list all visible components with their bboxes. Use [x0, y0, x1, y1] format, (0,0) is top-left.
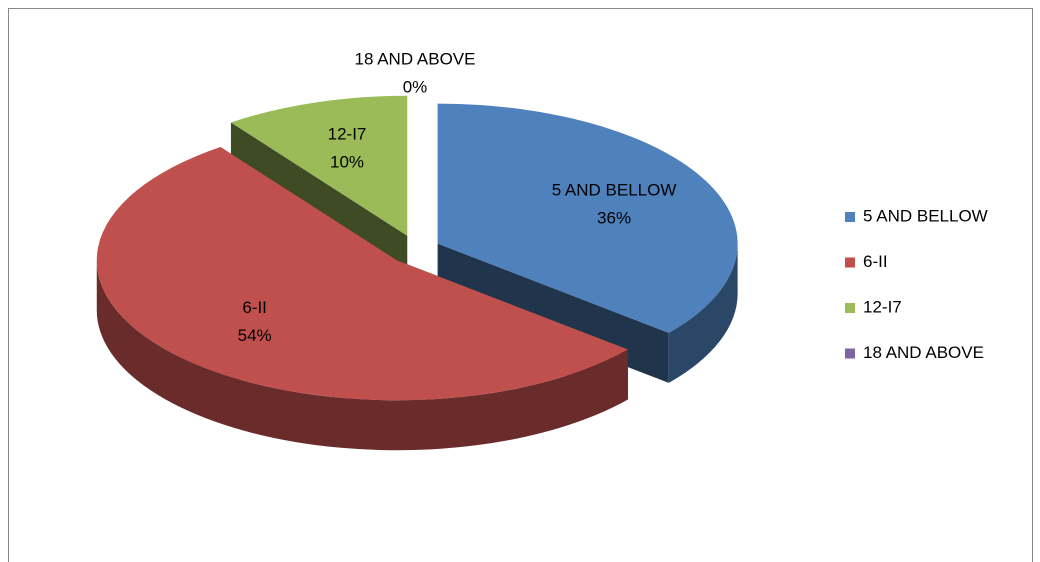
- data-label-name: 18 AND ABOVE: [355, 49, 476, 68]
- data-label-value: 36%: [597, 208, 631, 227]
- data-label-name: 12-I7: [328, 125, 367, 144]
- data-label-value: 10%: [330, 153, 364, 172]
- slice: [96, 147, 628, 401]
- legend-swatch: [845, 212, 855, 222]
- data-label-value: 0%: [403, 77, 428, 96]
- legend-label: 5 AND BELLOW: [863, 206, 988, 225]
- data-label-name: 5 AND BELLOW: [552, 180, 677, 199]
- legend-swatch: [845, 257, 855, 268]
- legend-swatch: [845, 348, 855, 359]
- data-label-value: 54%: [238, 326, 272, 345]
- legend-label: 6-II: [863, 252, 888, 271]
- legend-swatch: [845, 303, 855, 313]
- legend-label: 18 AND ABOVE: [863, 343, 984, 362]
- slice: [437, 103, 738, 333]
- data-label-name: 6-II: [242, 298, 267, 317]
- slice-side: [96, 260, 628, 451]
- slice: [230, 95, 408, 236]
- legend-label: 12-I7: [863, 297, 902, 316]
- slice-side: [668, 243, 738, 383]
